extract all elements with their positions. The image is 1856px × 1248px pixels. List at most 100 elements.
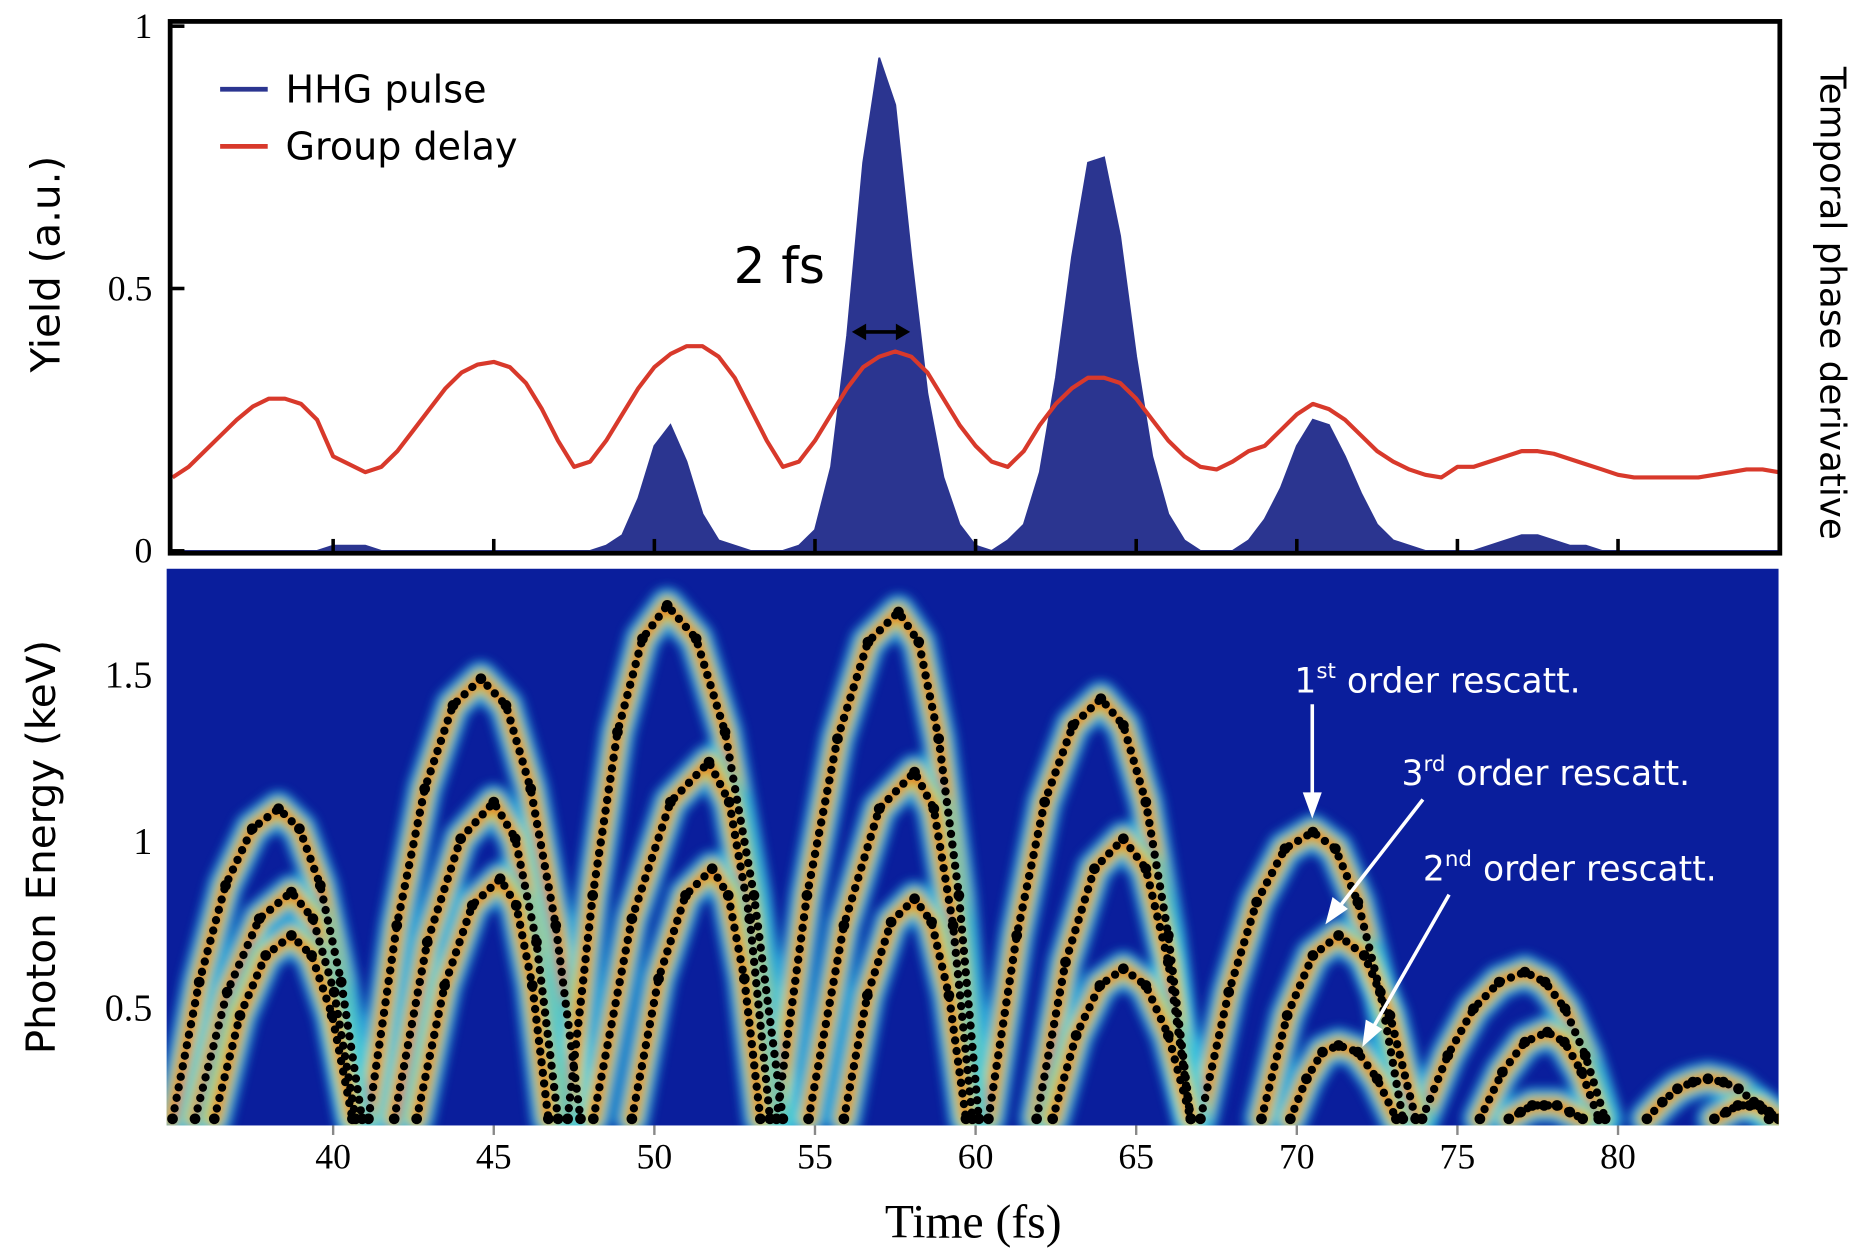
trajectory-point	[575, 1113, 586, 1125]
trajectory-point	[1641, 1113, 1653, 1125]
trajectory-point	[1223, 986, 1235, 998]
trajectory-point	[1773, 1113, 1779, 1125]
trajectory-point	[1702, 1073, 1714, 1085]
x-tick-label: 40	[315, 1136, 351, 1176]
trajectory-point	[208, 1113, 220, 1125]
annotation-text: 2	[1423, 849, 1445, 889]
trajectory-point	[1060, 956, 1071, 968]
trajectory-point	[960, 1113, 972, 1125]
trajectory-point	[328, 986, 340, 998]
trajectory-point	[1468, 1003, 1479, 1015]
trajectory-point	[1576, 1066, 1588, 1078]
trajectory-point	[1140, 980, 1152, 991]
trajectory-point	[626, 913, 638, 925]
trajectory-point	[1011, 930, 1023, 941]
trajectory-point	[755, 1113, 766, 1125]
trajectory-point	[531, 936, 542, 948]
trajectory-point	[439, 980, 450, 991]
trajectory-point	[764, 1113, 776, 1125]
y2-axis-label: Temporal phase derivative	[1811, 66, 1852, 540]
trajectory-point	[1117, 833, 1129, 845]
x-tick-label: 55	[797, 1136, 833, 1176]
trajectory-point	[286, 886, 297, 898]
trajectory-point	[167, 1113, 178, 1125]
trajectory-point	[1067, 720, 1079, 731]
trajectory-point	[1070, 1030, 1082, 1041]
trajectory-point	[1352, 896, 1364, 908]
trajectory-point	[1352, 1046, 1364, 1058]
trajectory-point	[801, 890, 813, 901]
line	[172, 344, 1779, 480]
trajectory-point	[873, 803, 885, 815]
trajectory-point	[525, 783, 537, 795]
trajectory-point	[665, 796, 676, 808]
trajectory-point	[1317, 1046, 1328, 1058]
trajectory-dots	[1417, 967, 1610, 1123]
annotations: 1st order rescatt. 3rd order rescatt. 2n…	[1294, 659, 1716, 889]
y-tick-label: 1.5	[105, 654, 153, 696]
trajectory-point	[1333, 930, 1344, 941]
trajectory-point	[913, 636, 925, 648]
trajectory-point	[500, 700, 512, 711]
trajectory-point	[526, 980, 538, 991]
trajectory-point	[1754, 1100, 1765, 1111]
annotation-text: order rescatt.	[1472, 849, 1717, 889]
trajectory-point	[1497, 1066, 1508, 1078]
trajectory-point	[294, 823, 305, 835]
trajectory-point	[1089, 863, 1100, 875]
annotation-arrows	[1302, 704, 1451, 1047]
y-tick-label: 0	[134, 531, 152, 571]
trajectory-point	[1162, 956, 1174, 968]
trajectory-point	[1251, 896, 1263, 908]
trajectory-point	[1162, 1030, 1174, 1041]
trajectory-point	[680, 890, 691, 901]
trajectory-point	[1140, 863, 1152, 875]
trajectory-point	[1474, 1113, 1486, 1125]
trajectory-point	[1733, 1083, 1744, 1095]
trajectory-point	[543, 1113, 554, 1125]
width-arrow	[851, 323, 911, 341]
trajectory-point	[1593, 1113, 1605, 1125]
trajectory-point	[885, 916, 897, 928]
trajectory-point	[220, 880, 231, 891]
trajectory-point	[411, 1113, 423, 1125]
trajectory-point	[1720, 1106, 1732, 1118]
annotation-text: 3	[1402, 754, 1424, 794]
trajectory-point	[1279, 843, 1291, 855]
trajectory-point	[803, 1113, 814, 1125]
trajectory-point	[335, 976, 347, 988]
trajectory-point	[1542, 1026, 1553, 1038]
trajectory-point	[1185, 1113, 1197, 1125]
trajectory-point	[1519, 1036, 1531, 1048]
trajectory-point	[1330, 843, 1341, 855]
trajectory-point	[510, 900, 522, 911]
trajectory-point	[1117, 720, 1129, 731]
trajectory-point	[909, 766, 920, 778]
trajectory-point	[722, 890, 734, 901]
trajectory-point	[1391, 1113, 1402, 1125]
trajectory-point	[1031, 1113, 1042, 1125]
trajectory-point	[363, 1113, 374, 1125]
trajectory-point	[1551, 1100, 1563, 1111]
annotation: 2 fs	[734, 237, 825, 295]
legend-label: HHG pulse	[286, 67, 487, 111]
trajectory-point	[838, 920, 850, 931]
trajectory-point	[253, 913, 265, 925]
trajectory-point	[1095, 693, 1107, 705]
trajectory-point	[661, 599, 673, 611]
trajectory-point	[1559, 1036, 1570, 1048]
trajectory-point	[189, 1113, 201, 1125]
trajectory-point	[587, 890, 599, 901]
trajectory-point	[466, 900, 478, 911]
trajectory-point	[246, 823, 258, 835]
trajectory-point	[690, 633, 702, 645]
trajectory-point	[1285, 1113, 1296, 1125]
trajectory-point	[983, 1113, 994, 1125]
trajectory-point	[909, 893, 920, 905]
trajectory-point	[612, 726, 623, 738]
trajectory-point	[509, 833, 521, 845]
trajectory-point	[893, 606, 904, 618]
trajectory-point	[832, 733, 843, 745]
trajectory-point	[1442, 1050, 1454, 1061]
trajectory-point	[391, 920, 403, 931]
